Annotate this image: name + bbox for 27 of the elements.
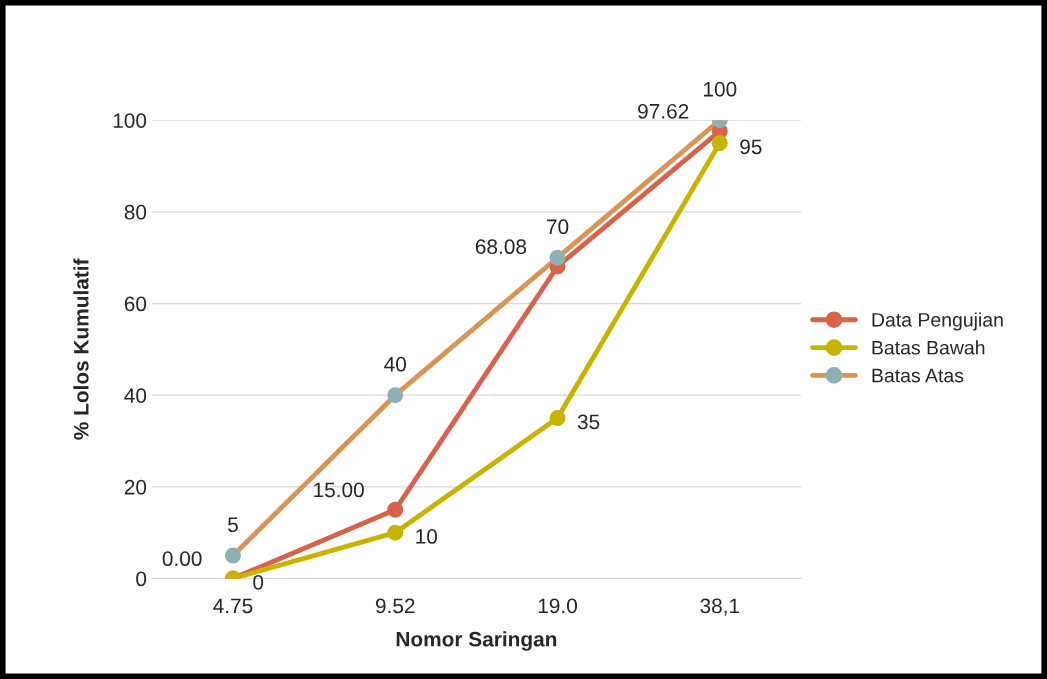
data-label: 5 <box>228 517 238 533</box>
y-tick-label: 100 <box>113 113 147 128</box>
y-tick-label: 60 <box>124 296 147 312</box>
y-tick-label: 40 <box>124 388 147 403</box>
data-label: 0.00 <box>162 551 202 567</box>
data-label: 97.62 <box>638 103 689 119</box>
data-label: 95 <box>740 139 762 155</box>
data-label: 10 <box>416 529 438 544</box>
x-axis-title: Nomor Saringan <box>396 631 557 651</box>
data-label: 35 <box>577 414 600 430</box>
y-tick-label: 20 <box>124 479 147 495</box>
legend-label: Data Pengujian <box>872 312 1003 331</box>
legend-label: Batas Bawah <box>872 340 985 355</box>
data-label: 68.08 <box>475 239 527 255</box>
x-tick-label: 38,1 <box>700 598 740 616</box>
data-label: 70 <box>547 219 569 235</box>
data-label: 100 <box>704 81 737 97</box>
y-axis-title: % Lolos Kumulatif <box>73 258 89 440</box>
data-label: 15.00 <box>314 482 364 498</box>
y-tick-label: 0 <box>136 571 147 587</box>
data-label: 40 <box>384 356 407 372</box>
x-tick-label: 9.52 <box>375 598 415 614</box>
legend-label: Batas Atas <box>872 368 964 383</box>
x-tick-label: 4.75 <box>213 598 253 614</box>
y-tick-label: 80 <box>124 204 147 220</box>
data-label: 0 <box>253 574 264 590</box>
x-tick-label: 19.0 <box>538 598 577 614</box>
